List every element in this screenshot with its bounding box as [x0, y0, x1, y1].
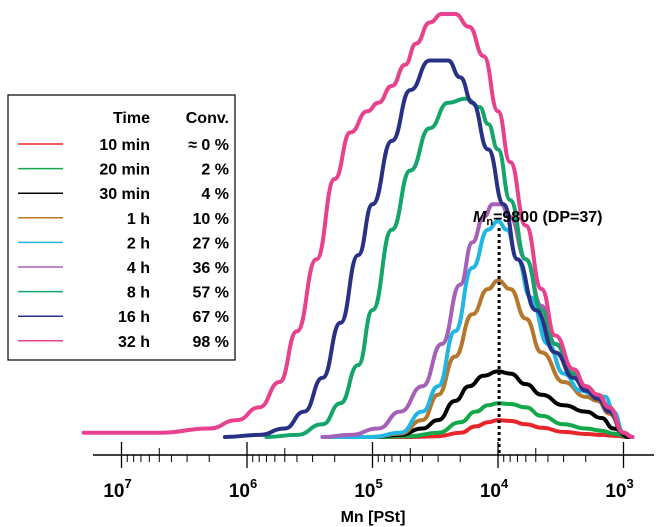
- legend-time-1-h: 1 h: [127, 211, 150, 228]
- curves-layer: [81, 12, 635, 439]
- tick-label: 106: [229, 476, 257, 502]
- legend-time-20-min: 20 min: [99, 162, 150, 179]
- annot-rest: =9800 (DP=37): [493, 209, 602, 226]
- legend-conv-16-h: 67 %: [193, 309, 229, 326]
- series-line-16-h: [222, 58, 635, 439]
- legend-conv-32-h: 98 %: [193, 334, 229, 351]
- series-line-32-h: [81, 12, 635, 439]
- legend-conv-1-h: 10 %: [193, 211, 229, 228]
- legend-conv-2-h: 27 %: [193, 235, 229, 252]
- legend-conv-4-h: 36 %: [193, 260, 229, 277]
- tick-label: 107: [103, 476, 131, 502]
- tick-label: 103: [605, 476, 633, 502]
- annot-italic: M: [473, 209, 487, 226]
- legend-time-30-min: 30 min: [99, 186, 150, 203]
- legend-header-time: Time: [113, 110, 150, 127]
- tick-label: 104: [480, 476, 509, 502]
- legend-time-8-h: 8 h: [127, 285, 150, 302]
- legend-conv-30-min: 4 %: [201, 186, 229, 203]
- series-line-30-min: [320, 369, 632, 439]
- legend-conv-20-min: 2 %: [201, 162, 229, 179]
- legend-time-4-h: 4 h: [127, 260, 150, 277]
- x-axis: 107 106 105 104 103: [93, 442, 654, 502]
- x-axis-title: Mn [PSt]: [341, 509, 406, 526]
- mn-annotation: Mn=9800 (DP=37): [473, 209, 602, 228]
- series-line-2-h: [320, 219, 635, 439]
- legend-time-10-min: 10 min: [99, 137, 150, 154]
- legend-header-conv: Conv.: [186, 110, 229, 127]
- tick-label: 105: [354, 476, 382, 502]
- series-line-10-min: [320, 418, 632, 439]
- legend-time-16-h: 16 h: [118, 309, 150, 326]
- legend-rows: 10 min ≈ 0 % 20 min 2 % 30 min 4 % 1 h 10 % 2 h 2…: [18, 137, 229, 351]
- annot-subscript: n: [486, 216, 493, 228]
- legend-conv-8-h: 57 %: [193, 285, 229, 302]
- legend-conv-10-min: ≈ 0 %: [188, 137, 229, 154]
- legend: Time Conv. 10 min ≈ 0 % 20 min 2 % 30 min 4 %…: [7, 94, 236, 361]
- legend-time-32-h: 32 h: [118, 334, 150, 351]
- series-line-20-min: [320, 401, 632, 439]
- legend-time-2-h: 2 h: [127, 235, 150, 252]
- series-line-8-h: [264, 96, 635, 439]
